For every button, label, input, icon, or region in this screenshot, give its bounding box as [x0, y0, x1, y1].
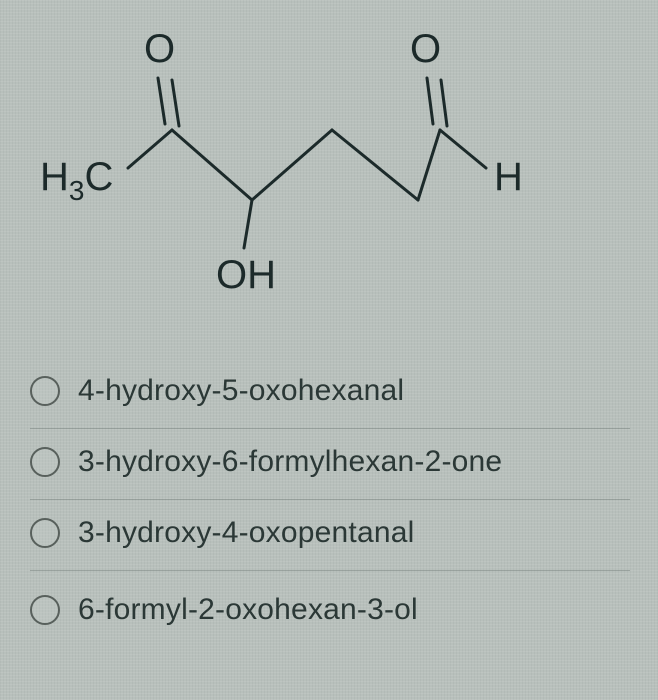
radio-icon[interactable]: [30, 595, 60, 625]
atom-h-right: H: [494, 155, 523, 199]
chemical-structure: [data-name="bond-group"], [data-name="ba…: [0, 0, 658, 320]
atom-sub3: 3: [69, 175, 85, 206]
option-row[interactable]: 4-hydroxy-5-oxohexanal: [30, 358, 630, 429]
atom-ch3-label: H3C: [40, 155, 113, 206]
atom-o-left: O: [144, 27, 175, 71]
option-label: 3-hydroxy-4-oxopentanal: [78, 516, 414, 550]
answer-options: 4-hydroxy-5-oxohexanal 3-hydroxy-6-formy…: [30, 358, 630, 635]
radio-icon[interactable]: [30, 447, 60, 477]
option-label: 3-hydroxy-6-formylhexan-2-one: [78, 445, 502, 479]
atom-oh: OH: [216, 253, 276, 297]
atom-h: H: [40, 155, 69, 199]
atom-o-right: O: [410, 27, 441, 71]
option-row[interactable]: 3-hydroxy-6-formylhexan-2-one: [30, 429, 630, 500]
structure-svg: [data-name="bond-group"], [data-name="ba…: [0, 0, 658, 320]
option-label: 6-formyl-2-oxohexan-3-ol: [78, 593, 418, 627]
option-label: 4-hydroxy-5-oxohexanal: [78, 374, 404, 408]
radio-icon[interactable]: [30, 376, 60, 406]
option-row[interactable]: 6-formyl-2-oxohexan-3-ol: [30, 571, 630, 635]
option-row[interactable]: 3-hydroxy-4-oxopentanal: [30, 500, 630, 571]
bonds-final: [128, 78, 486, 248]
atom-c: C: [84, 155, 113, 199]
radio-icon[interactable]: [30, 518, 60, 548]
